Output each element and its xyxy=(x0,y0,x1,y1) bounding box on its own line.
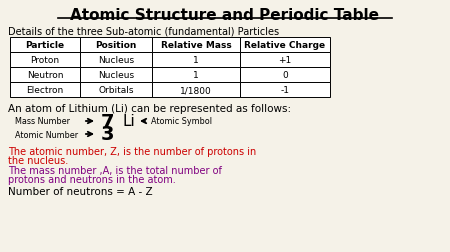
Text: Nucleus: Nucleus xyxy=(98,71,134,80)
Text: The atomic number, Z, is the number of protons in: The atomic number, Z, is the number of p… xyxy=(8,146,256,156)
Bar xyxy=(152,83,240,98)
Bar xyxy=(240,68,330,83)
Bar xyxy=(152,38,240,53)
Bar xyxy=(10,83,80,98)
Text: Mass Number: Mass Number xyxy=(15,117,70,126)
Text: Electron: Electron xyxy=(27,86,63,94)
Text: -1: -1 xyxy=(280,86,289,94)
Bar xyxy=(152,68,240,83)
Text: +1: +1 xyxy=(279,56,292,65)
Bar xyxy=(10,53,80,68)
Text: 1/1800: 1/1800 xyxy=(180,86,212,94)
Text: Number of neutrons = A - Z: Number of neutrons = A - Z xyxy=(8,186,153,196)
Text: Atomic Symbol: Atomic Symbol xyxy=(151,117,212,126)
Text: Relative Charge: Relative Charge xyxy=(244,41,325,50)
Text: Position: Position xyxy=(95,41,137,50)
Bar xyxy=(80,68,152,83)
Bar xyxy=(240,38,330,53)
Text: 3: 3 xyxy=(101,125,114,144)
Text: Neutron: Neutron xyxy=(27,71,63,80)
Text: The mass number ,A, is the total number of: The mass number ,A, is the total number … xyxy=(8,165,222,175)
Text: Proton: Proton xyxy=(31,56,59,65)
Text: protons and neutrons in the atom.: protons and neutrons in the atom. xyxy=(8,174,176,184)
Text: Nucleus: Nucleus xyxy=(98,56,134,65)
Text: Atomic Structure and Periodic Table: Atomic Structure and Periodic Table xyxy=(71,8,379,23)
Text: the nucleus.: the nucleus. xyxy=(8,155,68,165)
Text: 1: 1 xyxy=(193,71,199,80)
Bar xyxy=(80,38,152,53)
Text: An atom of Lithium (Li) can be represented as follows:: An atom of Lithium (Li) can be represent… xyxy=(8,104,291,114)
Bar xyxy=(10,68,80,83)
Text: 1: 1 xyxy=(193,56,199,65)
Bar xyxy=(10,38,80,53)
Text: Orbitals: Orbitals xyxy=(98,86,134,94)
Text: Details of the three Sub-atomic (fundamental) Particles: Details of the three Sub-atomic (fundame… xyxy=(8,26,279,36)
Text: Li: Li xyxy=(122,114,135,129)
Bar xyxy=(240,53,330,68)
Text: Particle: Particle xyxy=(26,41,64,50)
Bar xyxy=(80,53,152,68)
Bar xyxy=(240,83,330,98)
Text: Atomic Number: Atomic Number xyxy=(15,130,78,139)
Bar xyxy=(152,53,240,68)
Text: 7: 7 xyxy=(101,112,114,131)
Bar xyxy=(80,83,152,98)
Text: 0: 0 xyxy=(282,71,288,80)
Text: Relative Mass: Relative Mass xyxy=(161,41,231,50)
